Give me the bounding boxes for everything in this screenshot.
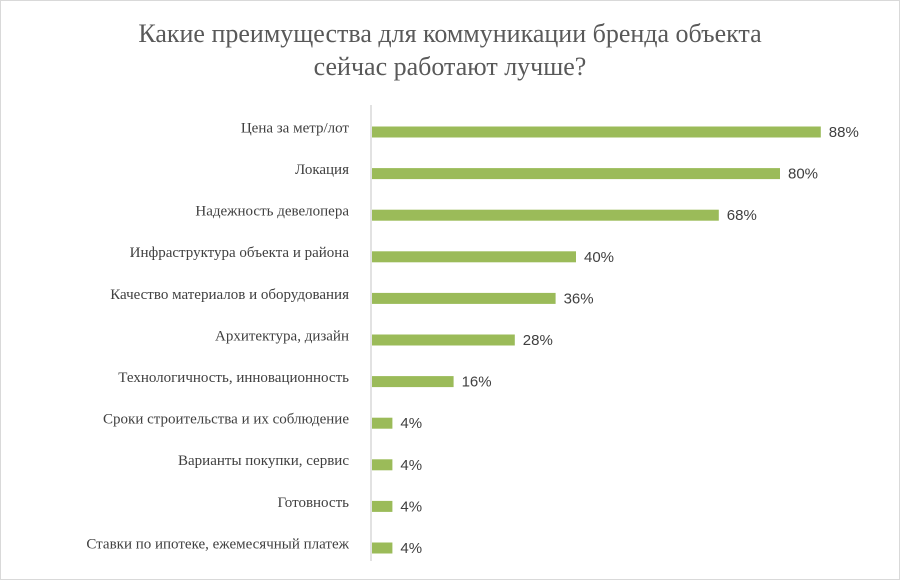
category-label: Локация bbox=[295, 162, 349, 178]
bar bbox=[372, 251, 576, 263]
bar bbox=[372, 334, 515, 346]
category-label: Готовность bbox=[277, 495, 349, 511]
bar bbox=[372, 500, 393, 512]
chart-title-line-2: сейчас работают лучше? bbox=[313, 52, 587, 81]
data-label: 16% bbox=[462, 374, 492, 391]
category-label: Архитектура, дизайн bbox=[215, 328, 349, 344]
data-label: 88% bbox=[829, 124, 859, 141]
category-label: Ставки по ипотеке, ежемесячный платеж bbox=[86, 536, 349, 552]
data-label: 4% bbox=[400, 457, 422, 474]
data-label: 40% bbox=[584, 249, 614, 266]
bar bbox=[372, 417, 393, 429]
bar bbox=[372, 168, 780, 180]
bar bbox=[372, 459, 393, 471]
bar bbox=[372, 126, 821, 138]
category-label: Варианты покупки, сервис bbox=[178, 453, 349, 469]
bar bbox=[372, 209, 719, 221]
data-label: 68% bbox=[727, 207, 757, 224]
chart-title-line-1: Какие преимущества для коммуникации брен… bbox=[138, 19, 762, 48]
category-label: Надежность девелопера bbox=[195, 204, 349, 220]
chart-title: Какие преимущества для коммуникации брен… bbox=[1, 17, 899, 83]
data-label: 80% bbox=[788, 166, 818, 183]
bar bbox=[372, 376, 454, 388]
category-label: Инфраструктура объекта и района bbox=[130, 245, 350, 261]
data-label: 4% bbox=[400, 498, 422, 515]
data-label: 28% bbox=[523, 332, 553, 349]
data-label: 4% bbox=[400, 540, 422, 557]
category-label: Качество материалов и оборудования bbox=[110, 287, 349, 303]
category-label: Сроки строительства и их соблюдение bbox=[103, 412, 349, 428]
data-label: 4% bbox=[400, 415, 422, 432]
bar bbox=[372, 292, 556, 304]
category-label: Технологичность, инновационность bbox=[118, 370, 349, 386]
category-label: Цена за метр/лот bbox=[241, 120, 350, 136]
data-label: 36% bbox=[564, 290, 594, 307]
bar bbox=[372, 542, 393, 554]
